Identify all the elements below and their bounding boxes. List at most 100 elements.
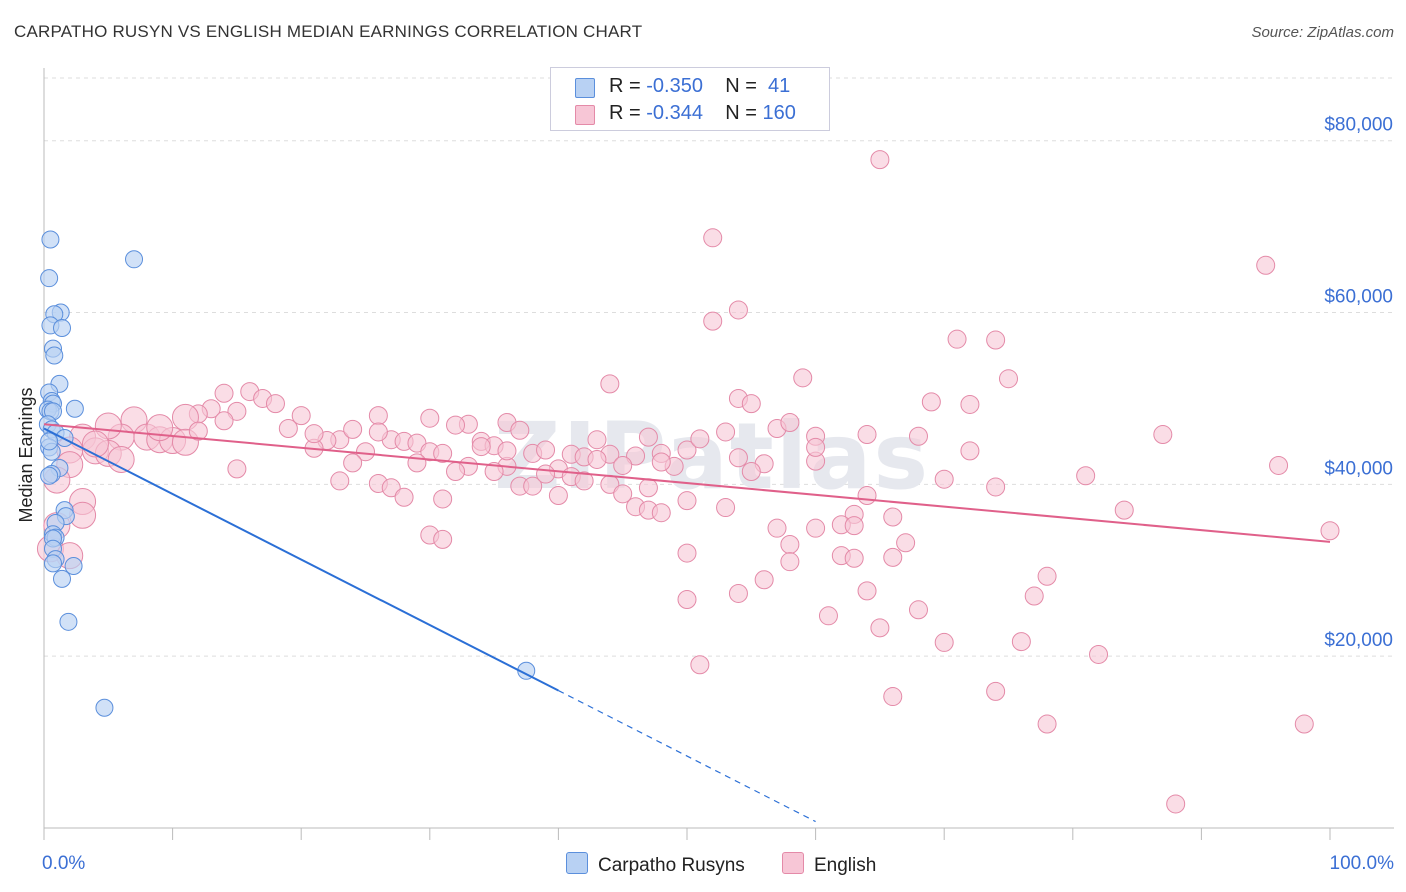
grid-lines (44, 77, 1394, 657)
english-point (265, 394, 285, 414)
english-point (741, 461, 761, 481)
english-point (510, 420, 530, 440)
english-point (1114, 500, 1134, 520)
english-point (677, 491, 697, 511)
english-point (433, 443, 453, 463)
english-point (883, 547, 903, 567)
carpatho-rusyn-points (38, 230, 536, 717)
english-point (1294, 714, 1314, 734)
english-point (613, 455, 633, 475)
english-point (1166, 794, 1186, 814)
english-point (677, 589, 697, 609)
carpatho-rusyn-point (40, 269, 59, 288)
english-point (986, 477, 1006, 497)
carpatho-rusyn-trend-extension (558, 690, 816, 823)
english-point (107, 445, 135, 473)
english-point (330, 471, 350, 491)
chart-title: CARPATHO RUSYN VS ENGLISH MEDIAN EARNING… (14, 22, 643, 41)
x-tick-label-start: 0.0% (42, 853, 85, 874)
english-point (677, 440, 697, 460)
trend-lines (43, 423, 1331, 823)
english-point (677, 543, 697, 563)
english-point (728, 448, 748, 468)
english-point (381, 478, 401, 498)
english-point (986, 330, 1006, 350)
bottom-legend-english: English (782, 852, 876, 877)
english-point (780, 413, 800, 433)
english-point (716, 422, 736, 442)
y-tick-label: $40,000 (1324, 458, 1393, 479)
english-point (497, 441, 517, 461)
english-point (690, 655, 710, 675)
english-point (793, 368, 813, 388)
english-point (960, 441, 980, 461)
legend: R = -0.350 N = 41 R = -0.344 N = 160 (550, 67, 830, 131)
english-points (36, 150, 1340, 814)
english-point (999, 369, 1018, 389)
english-point (844, 548, 864, 568)
tick-labels: $20,000 $40,000 $60,000 $80,000 0.0% 100.0% Me… (16, 115, 1394, 874)
english-point (368, 406, 388, 426)
english-point (883, 687, 903, 707)
legend-swatch-blue (575, 78, 595, 98)
english-point (934, 469, 954, 489)
english-point (806, 437, 826, 457)
english-point (343, 453, 363, 473)
english-point (471, 437, 491, 457)
english-point (741, 394, 761, 414)
legend-r-label: R = (609, 102, 647, 124)
english-point (407, 453, 427, 473)
english-point (806, 518, 826, 538)
source-label: Source: ZipAtlas.com (1251, 24, 1394, 41)
english-point (304, 424, 324, 444)
carpatho-rusyn-point (40, 466, 59, 485)
english-point (214, 411, 234, 431)
legend-r-label: R = (609, 75, 647, 97)
carpatho-rusyn-trend-line (43, 427, 559, 692)
english-point (870, 150, 890, 170)
english-point (767, 518, 787, 538)
english-trend-line (43, 423, 1331, 543)
carpatho-rusyn-point (44, 554, 63, 573)
english-point (433, 529, 453, 549)
carpatho-rusyn-point (53, 319, 72, 338)
y-tick-label: $60,000 (1324, 287, 1393, 308)
y-axis-label: Median Earnings (16, 387, 36, 522)
english-point (818, 606, 838, 626)
english-point (960, 394, 980, 414)
english-point (651, 503, 671, 523)
english-point (728, 583, 748, 603)
english-point (214, 383, 234, 403)
carpatho-rusyn-point (53, 569, 72, 588)
english-point (433, 489, 453, 509)
english-point (870, 618, 890, 638)
english-point (857, 486, 877, 506)
english-point (291, 406, 311, 426)
english-point (754, 570, 774, 590)
english-point (1256, 255, 1276, 275)
english-point (613, 484, 633, 504)
english-point (446, 461, 466, 481)
english-point (728, 300, 748, 320)
english-point (484, 461, 504, 481)
english-point (703, 228, 723, 248)
english-point (536, 464, 556, 484)
english-point (536, 440, 556, 460)
english-point (420, 408, 440, 428)
english-point (188, 421, 208, 441)
english-point (934, 632, 954, 652)
english-point (227, 401, 247, 421)
english-point (1269, 455, 1289, 475)
legend-r-value: -0.350 (646, 75, 703, 97)
english-point (626, 446, 646, 466)
english-point (908, 426, 928, 446)
english-point (638, 478, 658, 498)
legend-n-value: 160 (762, 102, 796, 124)
bottom-legend-swatch-blue (566, 852, 588, 874)
english-point (1076, 466, 1096, 486)
english-point (947, 329, 967, 349)
english-point (921, 392, 941, 412)
english-point (1011, 632, 1031, 652)
carpatho-rusyn-point (45, 346, 64, 365)
english-point (1037, 714, 1057, 734)
